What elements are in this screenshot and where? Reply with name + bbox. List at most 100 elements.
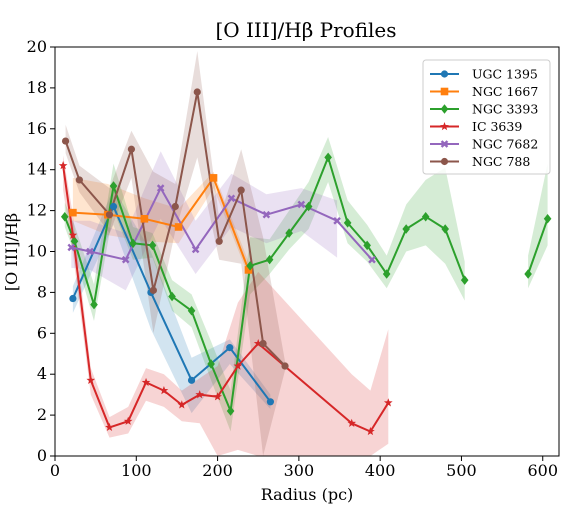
x-tick-label: 500 — [446, 461, 477, 480]
y-axis-label: [O III]/Hβ — [2, 213, 21, 291]
y-tick-label: 10 — [27, 242, 47, 261]
ngc-788-point — [237, 186, 245, 194]
ngc-788-point — [193, 88, 201, 96]
ngc-1667-point — [174, 223, 183, 231]
ngc-7682-point — [368, 255, 376, 264]
ngc-788-point — [215, 237, 223, 245]
ngc-1667-point — [140, 214, 149, 223]
ngc-3393-point — [343, 218, 352, 228]
ngc-3393-line — [63, 156, 466, 412]
ngc-7682-point — [297, 200, 306, 209]
ngc-3393-point — [90, 299, 98, 310]
ngc-788-point — [75, 176, 83, 184]
ic-3639-point — [253, 338, 263, 348]
ngc-788-point — [105, 211, 114, 219]
y-tick-label: 0 — [37, 446, 47, 465]
legend-label-ngc-7682: NGC 7682 — [472, 137, 538, 152]
x-tick-label: 100 — [121, 461, 152, 480]
ic-3639-point — [383, 398, 393, 407]
ngc-3393-point — [460, 275, 469, 285]
legend-marker-ngc-788 — [440, 157, 449, 166]
legend-marker-ngc-7682 — [440, 140, 449, 148]
ngc-3393-band — [64, 137, 465, 432]
y-tick-label: 6 — [37, 323, 47, 342]
ic-3639-point — [86, 375, 96, 385]
x-axis-label: Radius (pc) — [261, 485, 354, 504]
ngc-7682-point — [121, 255, 130, 264]
ngc-3393-point — [207, 359, 215, 369]
legend-marker-ngc-1667 — [440, 87, 449, 96]
ngc-3393-point — [304, 201, 313, 212]
ugc-1395-point — [69, 294, 77, 303]
ic-3639-point — [233, 361, 243, 370]
ngc-3393-point — [524, 269, 532, 279]
ugc-1395-point — [226, 344, 234, 352]
ngc-3393-point — [441, 224, 449, 234]
ngc-3393-point — [324, 152, 332, 163]
ngc-3393-point — [421, 211, 430, 222]
ic-3639-point — [105, 422, 114, 432]
legend-label-ngc-788: NGC 788 — [472, 154, 530, 169]
legend-label-ngc-3393: NGC 3393 — [472, 102, 538, 117]
ngc-788-point — [259, 339, 267, 348]
x-tick-label: 0 — [50, 461, 60, 480]
ngc-3393-point — [543, 214, 552, 224]
ic-3639-point — [366, 426, 375, 436]
ngc-3393-point — [60, 211, 69, 222]
ugc-1395-point — [187, 376, 196, 384]
ngc-3393-point — [265, 254, 274, 265]
x-tick-label: 200 — [202, 461, 233, 480]
ngc-1667-point — [209, 174, 218, 182]
legend-label-ngc-1667: NGC 1667 — [472, 84, 538, 99]
y-axis: 0 2 4 6 8 10 12 14 16 18 20 — [27, 37, 55, 465]
ngc-788-point — [281, 362, 289, 370]
y-tick-label: 4 — [37, 364, 47, 383]
ngc-7682-point — [86, 247, 94, 256]
ngc-7682-point — [262, 210, 271, 219]
y-tick-label: 20 — [27, 37, 47, 56]
series-markers — [58, 88, 552, 436]
ic-3639-point — [195, 390, 205, 399]
ngc-3393-point — [402, 224, 410, 234]
x-tick-label: 400 — [365, 461, 396, 480]
ngc-788-point — [149, 286, 157, 294]
ngc-3393-point — [226, 406, 235, 416]
ngc-1667-line — [72, 176, 250, 271]
ngc-3393-line — [527, 218, 549, 275]
y-tick-label: 8 — [37, 282, 47, 301]
ic-3639-point — [347, 418, 357, 427]
ugc-1395-point — [109, 202, 118, 211]
ngc-3393-point — [109, 181, 118, 191]
ngc-7682-band — [71, 151, 338, 291]
ic-3639-point — [159, 386, 169, 395]
legend-marker-ic-3639 — [440, 121, 449, 131]
ngc-788-point — [127, 145, 136, 153]
series-lines — [62, 91, 549, 433]
ic-3639-point — [177, 400, 187, 409]
ugc-1395-band — [72, 188, 271, 414]
legend-box — [422, 59, 551, 175]
x-axis: 0 100 200 300 400 500 600 — [50, 456, 558, 480]
ngc-7682-point — [333, 217, 341, 225]
y-tick-label: 14 — [27, 160, 47, 179]
ic-3639-point — [123, 416, 133, 425]
ngc-7682-point — [191, 245, 200, 254]
ic-3639-point — [68, 230, 78, 239]
ngc-3393-point — [285, 228, 293, 238]
ic-3639-point — [141, 377, 151, 387]
ngc-788-point — [171, 202, 179, 211]
ngc-3393-point — [168, 291, 176, 302]
legend: UGC 1395 NGC 1667 NGC 3393 IC 3639 NGC 7682 N… — [422, 59, 551, 175]
ic-3639-band — [63, 155, 389, 456]
y-tick-label: 16 — [27, 119, 47, 138]
ic-3639-point — [213, 392, 222, 401]
ngc-3393-point — [363, 240, 371, 251]
ngc-3393-point — [246, 261, 254, 271]
y-tick-label: 18 — [27, 78, 47, 97]
ngc-7682-point — [156, 184, 165, 192]
ngc-3393-point — [129, 238, 137, 249]
ngc-3393-point — [70, 236, 79, 247]
x-tick-label: 300 — [284, 461, 315, 480]
ngc-3393-band — [528, 163, 548, 289]
